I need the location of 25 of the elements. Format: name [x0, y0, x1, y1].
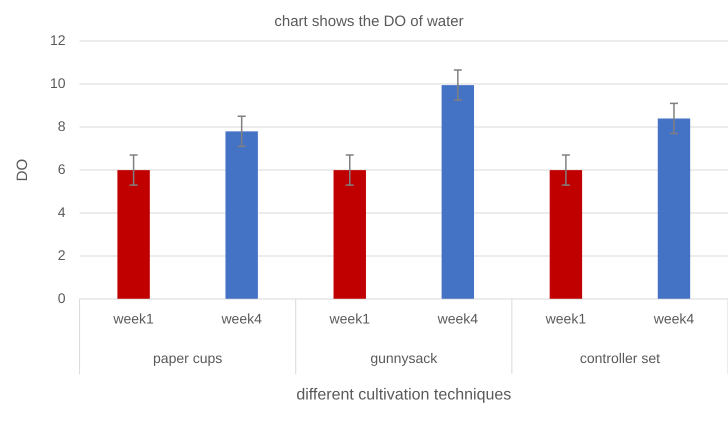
- y-tick-label: 4: [58, 204, 66, 220]
- chart-title: chart shows the DO of water: [274, 13, 464, 30]
- x-tick-label: week1: [112, 310, 154, 326]
- bar: [442, 85, 474, 299]
- x-tick-label: week1: [544, 310, 586, 326]
- y-tick-label: 8: [58, 118, 66, 134]
- x-tick-label: week4: [652, 310, 694, 326]
- x-tick-label: week4: [220, 310, 262, 326]
- y-tick-label: 12: [50, 32, 66, 48]
- y-tick-label: 0: [58, 290, 66, 306]
- x-tick-label: week4: [436, 310, 478, 326]
- bar: [658, 118, 690, 299]
- text: paper cups: [153, 350, 222, 366]
- y-tick-label: 10: [50, 74, 66, 91]
- text: gunnysack: [370, 350, 438, 366]
- bar: [117, 170, 150, 299]
- text: controller set: [580, 350, 660, 366]
- x-tick-label: week1: [328, 310, 370, 326]
- y-axis-title: DO: [14, 158, 32, 182]
- y-tick-label: 2: [58, 247, 66, 264]
- y-tick-label: 6: [58, 160, 66, 177]
- bar: [225, 131, 258, 299]
- bar: [550, 170, 582, 299]
- bar: [334, 170, 366, 299]
- x-axis-title: different cultivation techniques: [296, 386, 512, 404]
